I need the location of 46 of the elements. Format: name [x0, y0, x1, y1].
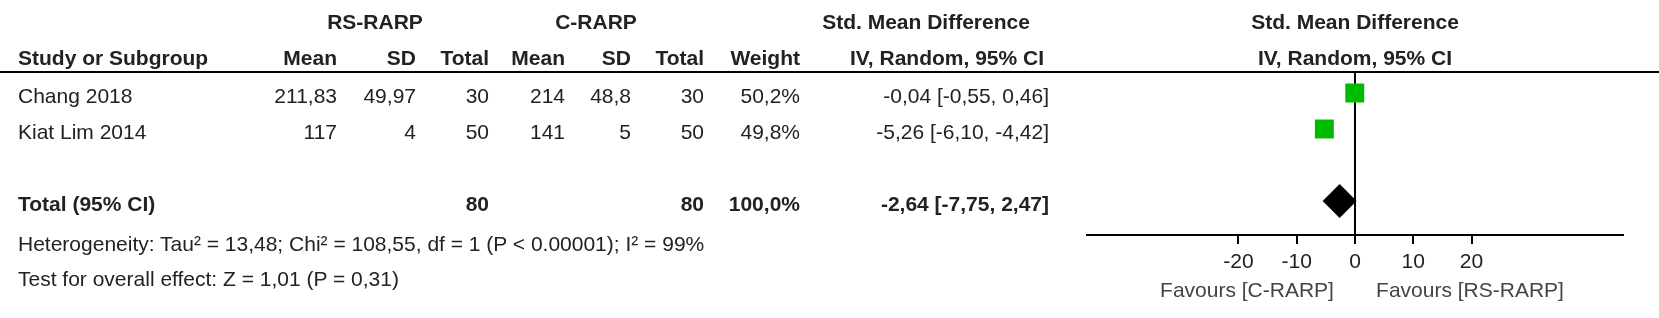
text: 49,8%	[740, 120, 800, 144]
text: 117	[303, 120, 337, 144]
text: -0,04 [-0,55, 0,46]	[883, 84, 1049, 108]
text: Favours [C-RARP]	[1160, 278, 1334, 302]
x-tick-label: -20	[1223, 249, 1254, 273]
text: Mean	[511, 46, 565, 70]
text: Test for overall effect: Z = 1,01 (P = 0,31)	[18, 267, 399, 291]
text: 100,0%	[728, 192, 800, 216]
text: 49,97	[363, 84, 416, 108]
x-tick-label: 20	[1459, 249, 1484, 273]
text: 5	[619, 120, 631, 144]
x-tick-label: 0	[1349, 249, 1361, 273]
text: Total (95% CI)	[18, 192, 156, 216]
text: 48,8	[590, 84, 631, 108]
text: Total	[440, 46, 489, 70]
text: Heterogeneity: Tau² = 13,48; Chi² = 108,55, df = 1 (P < 0.00001); I² = 99%	[18, 232, 705, 256]
text: 50	[680, 120, 704, 144]
text: 214	[529, 84, 565, 108]
text: SD	[386, 46, 416, 70]
text: 211,83	[274, 84, 337, 108]
text: Total	[655, 46, 704, 70]
text: Mean	[283, 46, 337, 70]
text: Study or Subgroup	[18, 46, 209, 70]
text: 4	[404, 120, 416, 144]
text: -2,64 [-7,75, 2,47]	[880, 192, 1049, 216]
text: SD	[601, 46, 631, 70]
text: Std. Mean Difference	[822, 10, 1030, 34]
text: RS-RARP	[327, 10, 423, 34]
text: 30	[680, 84, 704, 108]
text: Chang 2018	[18, 84, 133, 108]
text: IV, Random, 95% CI	[849, 46, 1045, 70]
text: 141	[529, 120, 565, 144]
x-tick-label: -10	[1281, 249, 1312, 273]
text: 80	[465, 192, 489, 216]
text: 50	[465, 120, 489, 144]
text: 80	[680, 192, 704, 216]
text: C-RARP	[555, 10, 637, 34]
text: 30	[465, 84, 489, 108]
text: 50,2%	[740, 84, 800, 108]
text: Kiat Lim 2014	[18, 120, 147, 144]
text: Weight	[730, 46, 800, 70]
chart-title: Std. Mean Difference	[1251, 10, 1459, 34]
text: Favours [RS-RARP]	[1376, 278, 1564, 302]
text: -5,26 [-6,10, -4,42]	[876, 120, 1049, 144]
x-tick-label: 10	[1401, 249, 1425, 273]
chart-subtitle: IV, Random, 95% CI	[1257, 46, 1453, 70]
